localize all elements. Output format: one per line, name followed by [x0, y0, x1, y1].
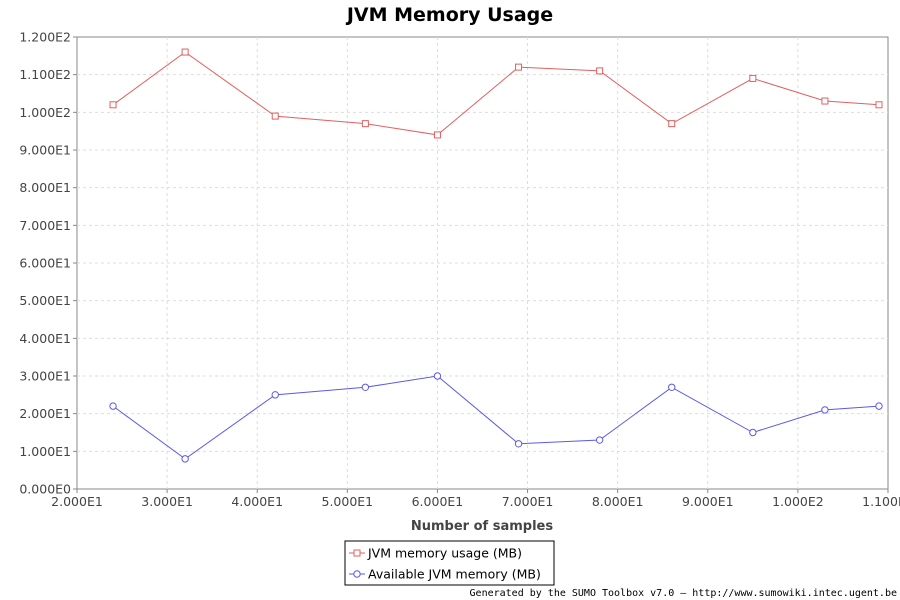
data-point	[109, 402, 117, 410]
legend-marker	[353, 570, 361, 578]
data-point	[821, 406, 829, 414]
x-tick-label: 8.000E1	[592, 494, 644, 509]
x-axis-label: Number of samples	[411, 519, 553, 534]
y-tick-label: 7.000E1	[19, 218, 71, 233]
y-tick-label: 1.100E2	[19, 67, 71, 82]
y-tick-label: 2.000E1	[19, 406, 71, 421]
data-point	[875, 101, 883, 109]
legend-item: Available JVM memory (MB)	[349, 567, 541, 582]
series-group	[109, 48, 883, 463]
legend-label: JVM memory usage (MB)	[367, 546, 522, 561]
series-2	[109, 372, 883, 463]
y-tick-label: 1.000E1	[19, 444, 71, 459]
data-point	[433, 372, 442, 380]
data-point	[433, 131, 441, 139]
axes: 0.000E0 1.000E1 2.000E1 3.000E1 4.000E1 5.000…	[19, 30, 900, 510]
data-point	[596, 67, 604, 75]
data-point	[181, 455, 189, 463]
x-tick-label: 1.000E2	[772, 494, 824, 509]
data-point	[514, 440, 523, 448]
y-tick-label: 3.000E1	[19, 369, 71, 384]
legend-box	[344, 540, 555, 586]
x-tick-label: 5.000E1	[322, 494, 374, 509]
legend-item: JVM memory usage (MB)	[349, 546, 522, 561]
y-tick-label: 1.200E2	[19, 30, 71, 45]
x-tick-label: 4.000E1	[231, 494, 283, 509]
x-tick-label: 9.000E1	[682, 494, 734, 509]
data-point	[668, 383, 676, 391]
data-point	[875, 402, 883, 410]
legend-label: Available JVM memory (MB)	[368, 567, 541, 582]
y-tick-label: 4.000E1	[19, 331, 71, 346]
y-tick-label: 9.000E1	[19, 143, 71, 158]
data-point	[595, 436, 604, 444]
legend-marker	[353, 549, 361, 557]
data-point	[271, 391, 279, 399]
chart-title: JVM Memory Usage	[345, 4, 553, 26]
x-tick-label: 6.000E1	[412, 494, 464, 509]
data-point	[361, 120, 369, 128]
y-tick-label: 5.000E1	[19, 293, 71, 308]
data-point	[821, 97, 829, 105]
data-point	[515, 63, 523, 71]
x-tick-label: 7.000E1	[502, 494, 554, 509]
data-point	[749, 74, 757, 82]
data-point	[668, 120, 676, 128]
data-point	[181, 48, 189, 56]
y-tick-label: 8.000E1	[19, 180, 71, 195]
y-tick-label: 0.000E0	[19, 482, 71, 497]
x-tick-label: 3.000E1	[141, 494, 193, 509]
data-point	[271, 112, 279, 120]
series-1	[109, 48, 883, 139]
data-point	[749, 428, 757, 437]
data-point	[109, 101, 117, 109]
y-tick-label: 1.000E2	[19, 105, 71, 120]
legend: JVM memory usage (MB) Available JVM memor…	[344, 540, 555, 586]
y-tick-label: 6.000E1	[19, 256, 71, 271]
x-tick-label: 1.100E2	[862, 494, 900, 509]
footer-credit: Generated by the SUMO Toolbox v7.0 – htt…	[470, 588, 897, 599]
data-point	[361, 383, 370, 391]
x-tick-label: 2.000E1	[51, 494, 103, 509]
